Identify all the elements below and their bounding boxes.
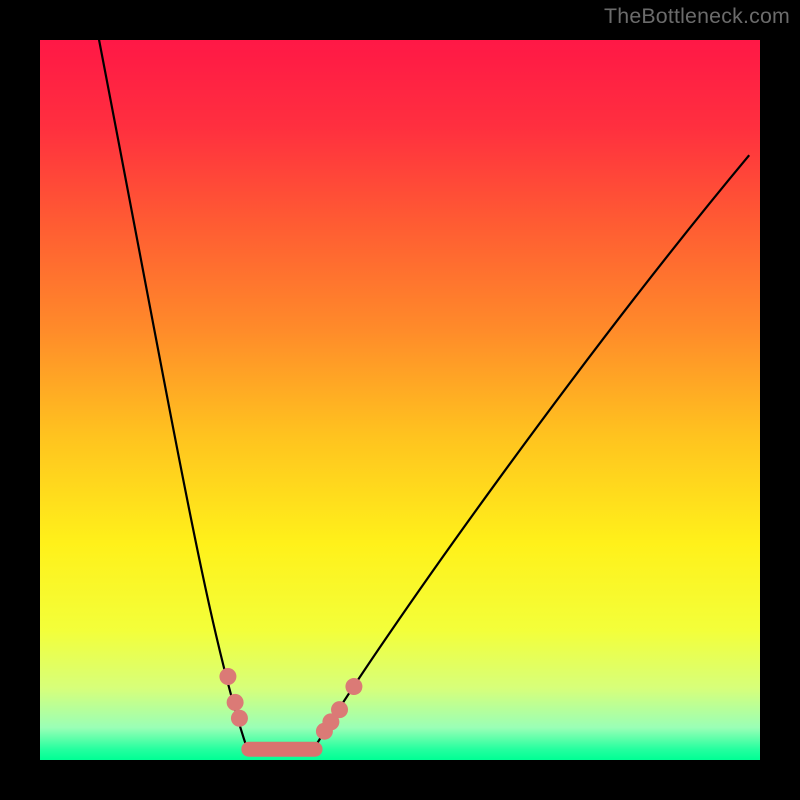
chart-container: TheBottleneck.com [0, 0, 800, 800]
bottleneck-chart [0, 0, 800, 800]
curve-marker [345, 678, 362, 695]
curve-marker [331, 701, 348, 718]
plot-background [40, 40, 760, 760]
watermark-text: TheBottleneck.com [604, 4, 790, 29]
curve-marker [231, 710, 248, 727]
curve-marker [219, 668, 236, 685]
curve-marker [227, 694, 244, 711]
